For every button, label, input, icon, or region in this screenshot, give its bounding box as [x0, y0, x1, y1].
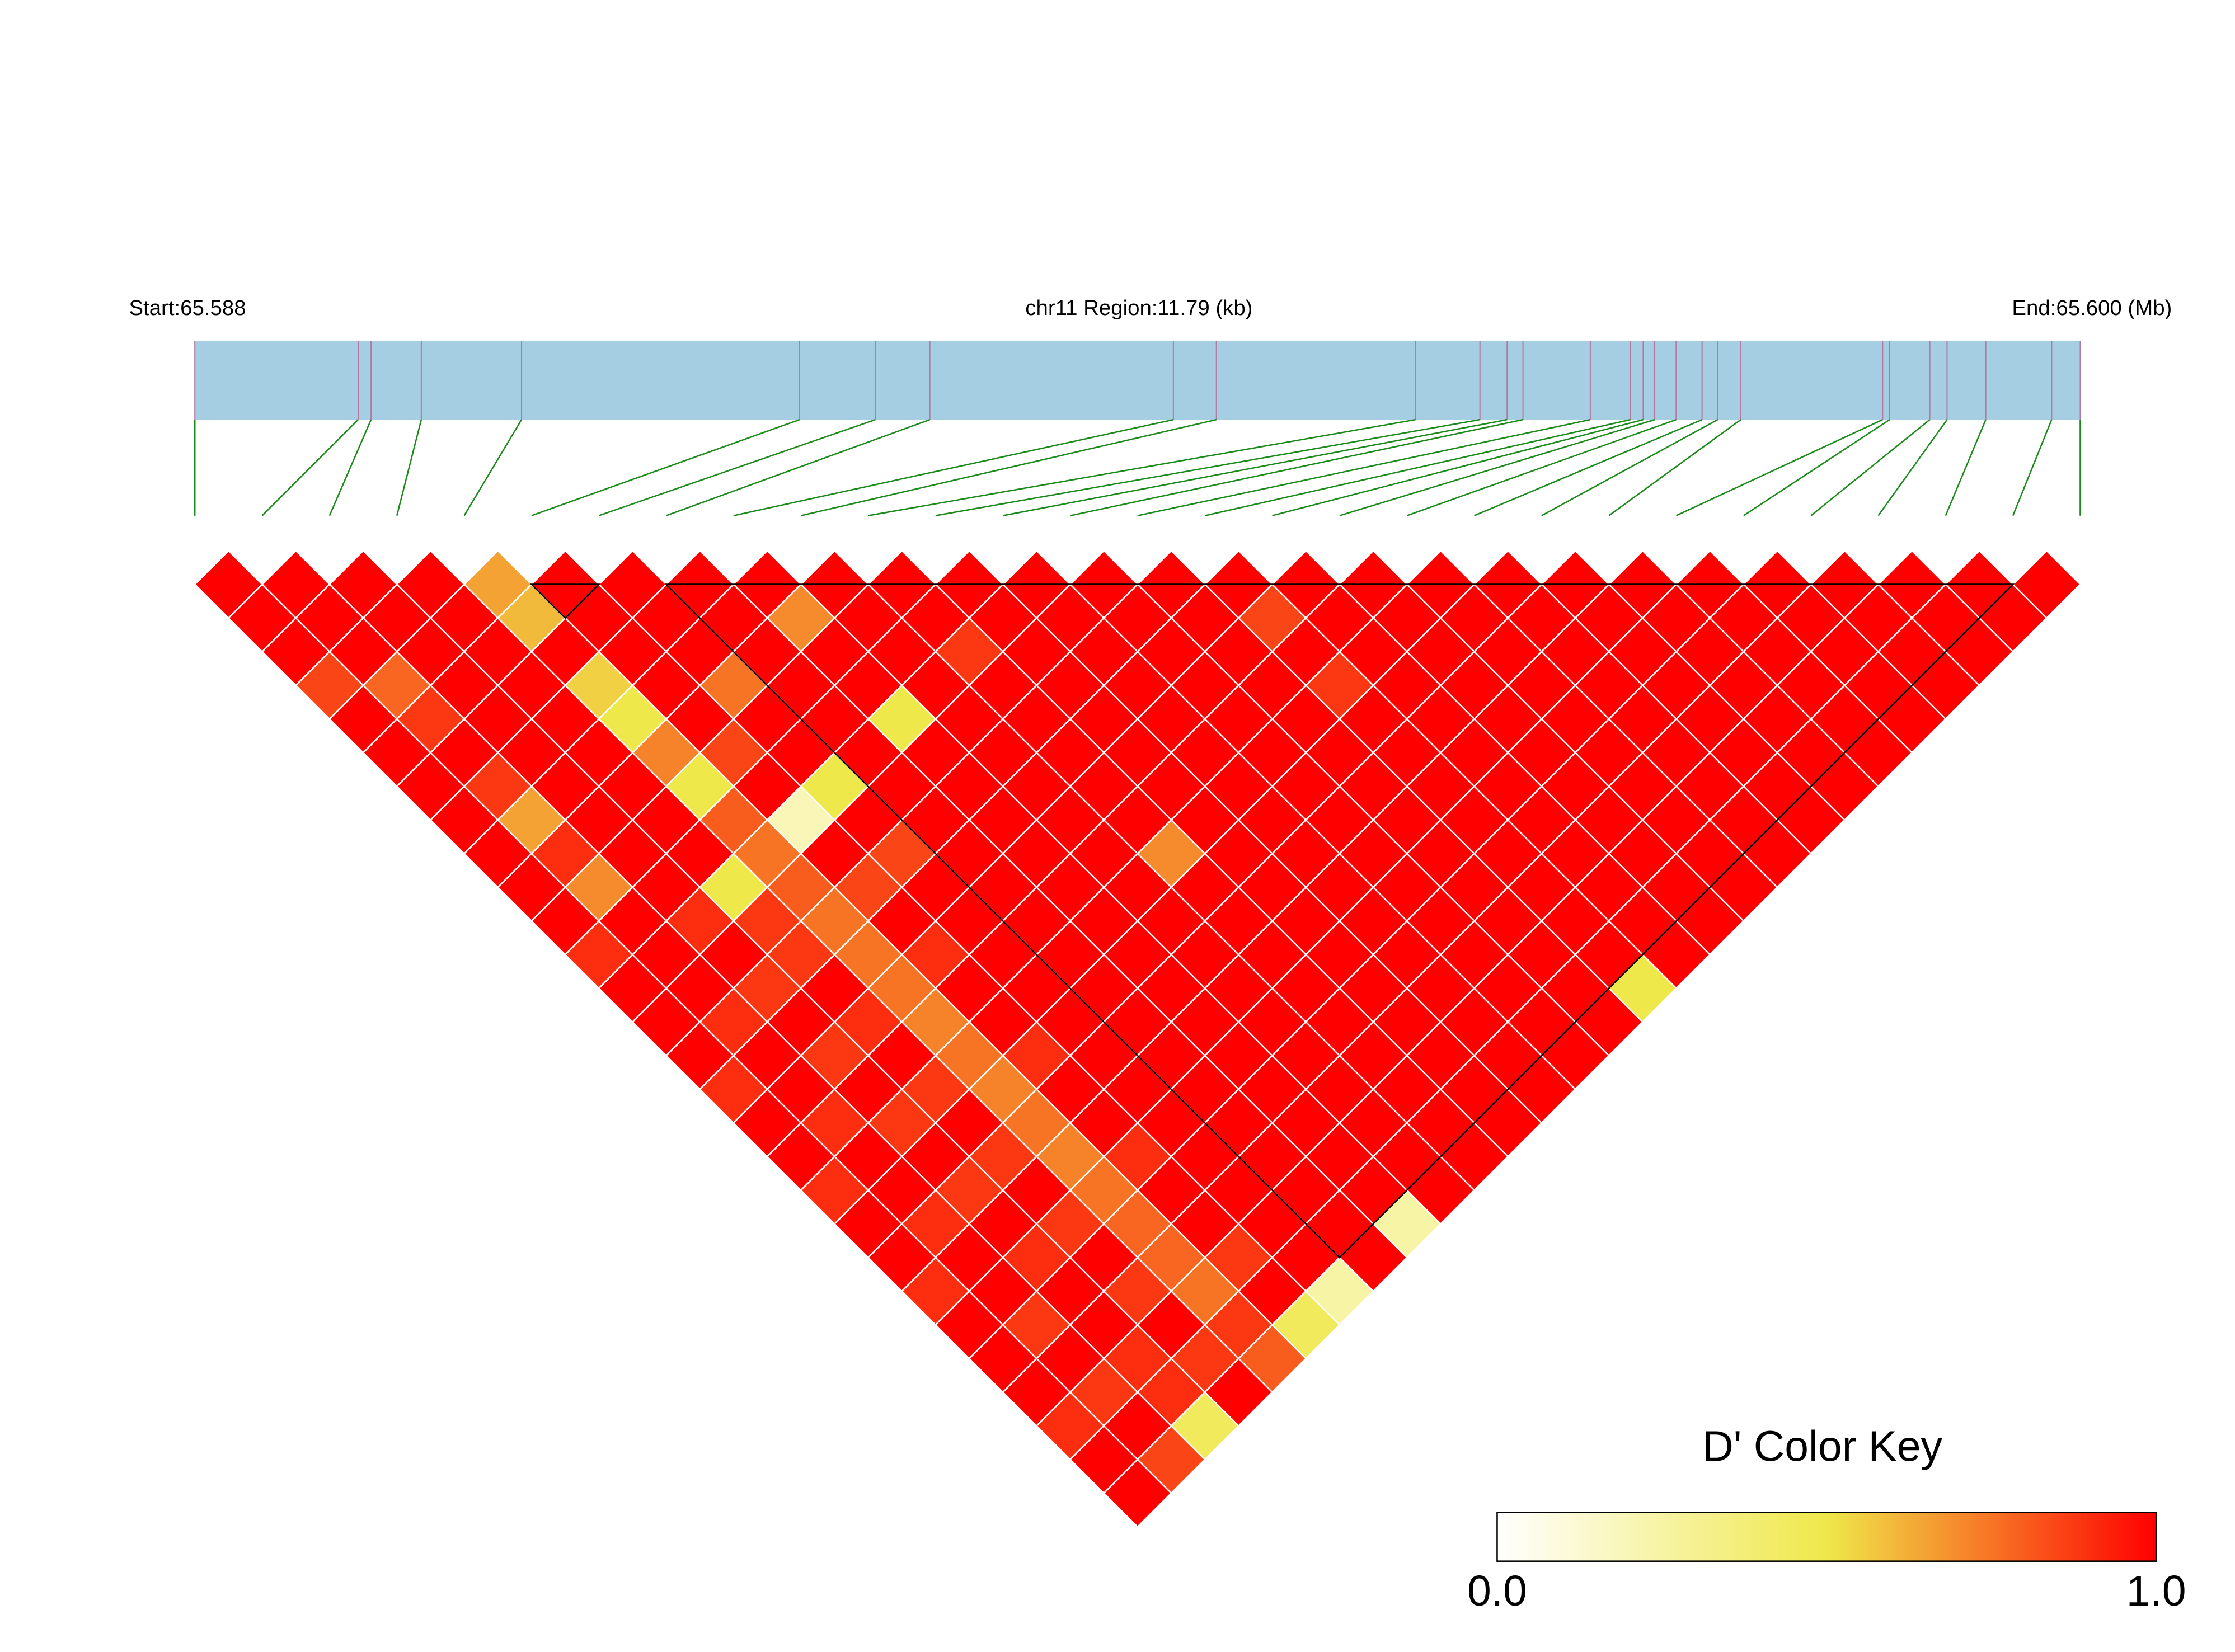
snp-connector: [1002, 418, 1508, 516]
color-key-label: 1.0: [2126, 1567, 2186, 1615]
snp-connector: [396, 419, 422, 516]
snp-connector: [733, 418, 1174, 516]
snp-connector: [261, 419, 359, 516]
end-label: End:65.600 (Mb): [2012, 296, 2172, 320]
color-key-bar: [1496, 1512, 2157, 1562]
snp-connector: [1541, 419, 1718, 516]
snp-connector: [935, 418, 1480, 516]
ld-block: [664, 583, 2015, 1259]
snp-connector: [1204, 418, 1631, 516]
snp-connector: [1743, 419, 1890, 516]
snp-connector: [1137, 418, 1591, 516]
snp-connector: [1070, 418, 1523, 516]
snp-connector: [666, 418, 931, 516]
snp-connector: [531, 418, 800, 516]
snp-connector: [1675, 418, 1883, 516]
snp-connector: [800, 418, 1217, 516]
snp-connector: [868, 418, 1416, 516]
start-label: Start:65.588: [129, 296, 246, 320]
region-label: chr11 Region:11.79 (kb): [1025, 296, 1252, 320]
snp-connector: [328, 419, 372, 516]
snp-connector: [1877, 419, 1948, 516]
color-key-label: 0.0: [1467, 1567, 1527, 1615]
ld-cell: [1102, 1458, 1172, 1528]
gene-track: [195, 341, 2081, 420]
ld-block: [529, 583, 601, 619]
snp-connector: [463, 419, 523, 516]
snp-connector: [1810, 419, 1931, 516]
snp-connector: [1272, 418, 1644, 516]
snp-connector: [1474, 418, 1703, 516]
snp-connector: [1339, 418, 1655, 516]
snp-connector: [2012, 419, 2053, 516]
snp-connector: [598, 418, 876, 516]
color-key-title: D' Color Key: [1702, 1422, 1942, 1470]
snp-connector: [1945, 419, 1987, 516]
snp-connector: [1406, 418, 1677, 516]
snp-connector: [1608, 419, 1741, 516]
